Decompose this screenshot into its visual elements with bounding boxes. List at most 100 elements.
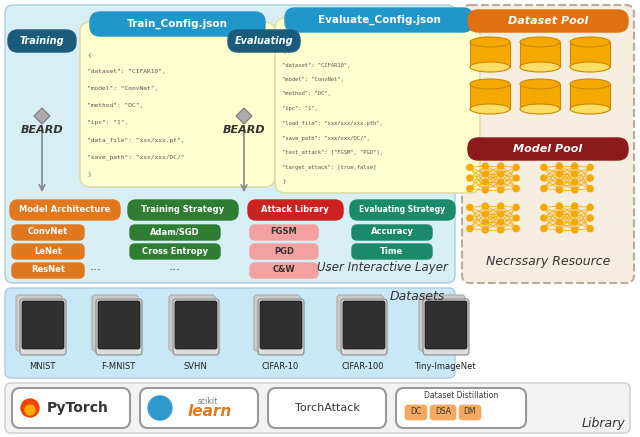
Text: ...: ... [90, 260, 102, 274]
Text: Training: Training [20, 36, 64, 46]
Text: {: { [282, 48, 285, 53]
Text: "model": "ConvNet",: "model": "ConvNet", [87, 86, 158, 91]
Text: ...: ... [169, 260, 181, 274]
Circle shape [541, 186, 547, 192]
Polygon shape [570, 42, 610, 67]
FancyBboxPatch shape [22, 301, 64, 349]
FancyBboxPatch shape [459, 405, 481, 420]
Text: SVHN: SVHN [183, 362, 207, 371]
Text: "dataset": "CIFAR10",: "dataset": "CIFAR10", [282, 62, 350, 67]
Ellipse shape [470, 37, 510, 47]
Text: BEARD: BEARD [223, 125, 266, 135]
Circle shape [483, 187, 488, 193]
Circle shape [541, 205, 547, 210]
Text: Datasets: Datasets [390, 290, 445, 303]
Text: Tiny-ImageNet: Tiny-ImageNet [414, 362, 476, 371]
Circle shape [21, 399, 39, 417]
Text: TorchAttack: TorchAttack [294, 403, 360, 413]
Text: Necrssary Resource: Necrssary Resource [486, 256, 610, 268]
Circle shape [467, 186, 473, 192]
Polygon shape [236, 108, 252, 124]
Circle shape [588, 205, 593, 210]
Circle shape [572, 187, 578, 193]
Text: CIFAR-10: CIFAR-10 [261, 362, 299, 371]
FancyBboxPatch shape [430, 405, 456, 420]
Ellipse shape [520, 62, 560, 72]
Circle shape [498, 227, 504, 233]
Text: Adam/SGD: Adam/SGD [150, 228, 200, 236]
Text: Evaluating Strategy: Evaluating Strategy [359, 205, 445, 215]
Circle shape [483, 163, 488, 169]
Text: Time: Time [380, 246, 404, 256]
Text: Dataset Pool: Dataset Pool [508, 16, 588, 26]
Circle shape [467, 215, 473, 221]
Text: }: } [87, 171, 91, 176]
Text: Attack Library: Attack Library [261, 205, 329, 215]
Ellipse shape [520, 37, 560, 47]
Circle shape [556, 203, 563, 209]
Polygon shape [570, 84, 610, 109]
Ellipse shape [570, 104, 610, 114]
Polygon shape [520, 42, 560, 67]
Ellipse shape [470, 62, 510, 72]
Circle shape [513, 225, 519, 232]
Text: Model Architecture: Model Architecture [19, 205, 111, 215]
Text: LeNet: LeNet [34, 246, 62, 256]
Circle shape [483, 171, 488, 177]
FancyBboxPatch shape [396, 388, 526, 428]
Circle shape [572, 219, 578, 225]
Text: Library: Library [581, 417, 625, 430]
FancyBboxPatch shape [285, 8, 473, 32]
FancyBboxPatch shape [352, 244, 432, 259]
Circle shape [513, 186, 519, 192]
FancyBboxPatch shape [140, 388, 258, 428]
Text: FGSM: FGSM [271, 228, 298, 236]
Circle shape [498, 179, 504, 185]
Ellipse shape [570, 79, 610, 89]
Text: "ipc": "1",: "ipc": "1", [282, 106, 317, 111]
Text: ...: ... [396, 260, 408, 274]
FancyBboxPatch shape [92, 295, 138, 351]
Circle shape [556, 211, 563, 217]
Circle shape [588, 225, 593, 232]
FancyBboxPatch shape [405, 405, 427, 420]
FancyBboxPatch shape [5, 5, 455, 283]
Text: DC: DC [410, 407, 422, 416]
Text: F-MNIST: F-MNIST [101, 362, 135, 371]
Circle shape [467, 205, 473, 210]
FancyBboxPatch shape [250, 244, 318, 259]
Text: "save_path": "xxx/xxx/DC/",: "save_path": "xxx/xxx/DC/", [282, 135, 370, 141]
Circle shape [572, 203, 578, 209]
Text: {: { [87, 52, 91, 57]
FancyBboxPatch shape [10, 200, 120, 220]
Ellipse shape [470, 104, 510, 114]
Text: Model Pool: Model Pool [513, 144, 582, 154]
FancyBboxPatch shape [175, 301, 217, 349]
FancyBboxPatch shape [268, 388, 386, 428]
Text: "model": "ConvNet",: "model": "ConvNet", [282, 77, 344, 82]
Text: "method": "DC",: "method": "DC", [87, 103, 143, 108]
FancyBboxPatch shape [12, 225, 84, 240]
Ellipse shape [470, 79, 510, 89]
FancyBboxPatch shape [254, 295, 300, 351]
Circle shape [483, 203, 488, 209]
Text: BEARD: BEARD [20, 125, 63, 135]
Circle shape [498, 219, 504, 225]
Circle shape [498, 163, 504, 169]
Text: DM: DM [464, 407, 476, 416]
Circle shape [556, 171, 563, 177]
FancyBboxPatch shape [12, 388, 130, 428]
FancyBboxPatch shape [5, 383, 630, 433]
Text: "data_file": "xxx/xxx.pt",: "data_file": "xxx/xxx.pt", [87, 137, 184, 142]
FancyBboxPatch shape [462, 5, 634, 283]
Circle shape [498, 211, 504, 217]
Circle shape [541, 215, 547, 221]
Text: ResNet: ResNet [31, 266, 65, 274]
Text: "save_path": "xxx/xxx/DC/": "save_path": "xxx/xxx/DC/" [87, 154, 184, 160]
Circle shape [483, 179, 488, 185]
Text: Dataset Distillation: Dataset Distillation [424, 392, 498, 400]
Text: "test_attack": ["FGSM", "PGD"],: "test_attack": ["FGSM", "PGD"], [282, 149, 383, 155]
FancyBboxPatch shape [350, 200, 455, 220]
Circle shape [556, 219, 563, 225]
Circle shape [572, 227, 578, 233]
